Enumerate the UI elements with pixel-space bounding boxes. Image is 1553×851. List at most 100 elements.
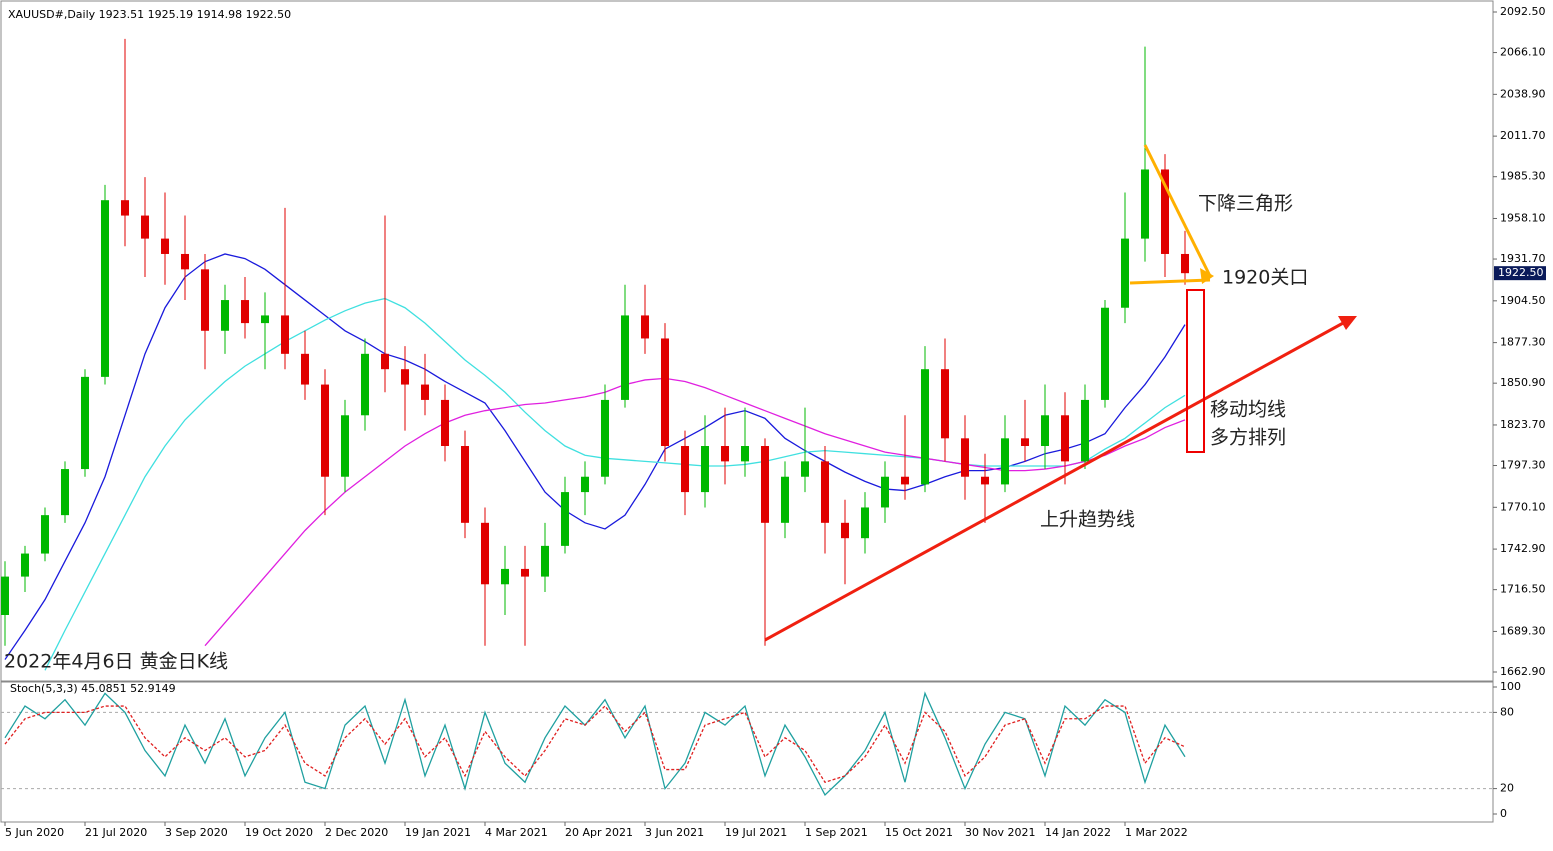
x-tick-label: 19 Oct 2020 — [245, 826, 313, 839]
candle-body — [1, 576, 9, 616]
y-tick-label: 20 — [1500, 782, 1514, 795]
candle-body — [761, 446, 769, 523]
x-tick-label: 20 Apr 2021 — [565, 826, 633, 839]
candle-body — [961, 438, 969, 477]
candle-body — [1081, 399, 1089, 462]
main-frame — [0, 0, 1494, 682]
y-tick-label: 1931.70 — [1500, 252, 1546, 265]
y-tick-label: 80 — [1500, 705, 1514, 718]
price-label: 1922.50 — [1498, 266, 1544, 279]
candle-body — [41, 515, 49, 554]
candle-body — [981, 476, 989, 485]
candle-body — [21, 553, 29, 577]
ma-box — [1186, 289, 1205, 453]
x-tick-label: 14 Jan 2022 — [1045, 826, 1111, 839]
candle-body — [501, 568, 509, 585]
candle-body — [621, 315, 629, 400]
candle-body — [421, 384, 429, 400]
y-tick-label: 1716.50 — [1500, 583, 1546, 596]
candle-body — [81, 376, 89, 470]
candle-body — [861, 507, 869, 539]
line-series — [44, 297, 1186, 671]
candle-body — [181, 253, 189, 270]
candle-body — [941, 369, 949, 439]
candle-body — [1021, 438, 1029, 447]
annotation: 下降三角形 — [1198, 193, 1293, 215]
candle-body — [841, 522, 849, 539]
candle-body — [881, 476, 889, 508]
candle-body — [221, 300, 229, 331]
candle-body — [341, 415, 349, 477]
candle-body — [1121, 238, 1129, 308]
candle-body — [161, 238, 169, 254]
candle-body — [1001, 438, 1009, 485]
y-tick-label: 1985.30 — [1500, 170, 1546, 183]
x-tick-label: 1 Sep 2021 — [805, 826, 868, 839]
stoch-frame — [0, 681, 1494, 823]
y-tick-label: 1904.50 — [1500, 294, 1546, 307]
candle-body — [921, 369, 929, 485]
y-tick-label: 1877.30 — [1500, 336, 1546, 349]
y-tick-label: 2092.50 — [1500, 5, 1546, 18]
y-tick-label: 0 — [1500, 807, 1507, 820]
line-series — [4, 705, 1186, 784]
x-tick-label: 1 Mar 2022 — [1125, 826, 1188, 839]
line-series — [4, 691, 1186, 797]
x-tick-label: 21 Jul 2020 — [85, 826, 147, 839]
candle-body — [381, 353, 389, 370]
candle-body — [301, 353, 309, 385]
candle-body — [541, 545, 549, 577]
candle-body — [741, 446, 749, 462]
candle-body — [661, 338, 669, 447]
x-tick-label: 30 Nov 2021 — [965, 826, 1035, 839]
y-tick-label: 1689.30 — [1500, 624, 1546, 637]
x-tick-label: 5 Jun 2020 — [5, 826, 64, 839]
x-tick-label: 3 Jun 2021 — [645, 826, 704, 839]
candle-body — [781, 476, 789, 523]
candle-body — [1161, 169, 1169, 254]
line-series — [4, 253, 1186, 660]
triangle-lower — [1129, 278, 1211, 285]
triangle-upper — [1143, 144, 1212, 277]
y-tick-label: 2066.10 — [1500, 46, 1546, 59]
candle-body — [361, 353, 369, 416]
header: XAUUSD#,Daily 1923.51 1925.19 1914.98 19… — [8, 8, 291, 21]
trend-arrow — [1338, 316, 1357, 330]
x-tick-label: 4 Mar 2021 — [485, 826, 548, 839]
candle-body — [601, 399, 609, 477]
y-tick-label: 2011.70 — [1500, 129, 1546, 142]
x-tick-label: 19 Jan 2021 — [405, 826, 471, 839]
y-tick-label: 1850.90 — [1500, 376, 1546, 389]
candle-body — [641, 315, 649, 339]
y-tick-label: 2038.90 — [1500, 87, 1546, 100]
candle-body — [701, 446, 709, 493]
plot: 1662.90 1689.30 1716.50 1742.90 1770.10 1797.… — [1, 5, 1546, 839]
y-tick-label: 1662.90 — [1500, 665, 1546, 678]
annotation: 上升趋势线 — [1040, 509, 1135, 531]
candle-body — [821, 461, 829, 523]
candle-body — [1141, 169, 1149, 239]
stoch-title: Stoch(5,3,3) 45.0851 52.9149 — [10, 682, 176, 695]
trend-line — [764, 320, 1346, 642]
caption: 2022年4月6日 黄金日K线 — [4, 651, 228, 673]
y-tick-label: 1742.90 — [1500, 542, 1546, 555]
candle-body — [721, 446, 729, 462]
candle-body — [581, 476, 589, 493]
candle-body — [901, 476, 909, 485]
candle-body — [281, 315, 289, 354]
triangle-arrow — [1200, 268, 1214, 284]
y-tick-label: 100 — [1500, 680, 1521, 693]
candle-body — [321, 384, 329, 477]
candle-body — [441, 399, 449, 447]
y-tick-label: 1958.10 — [1500, 211, 1546, 224]
candle-body — [1061, 415, 1069, 462]
y-tick-label: 1823.70 — [1500, 418, 1546, 431]
candle-body — [481, 522, 489, 585]
candle-body — [101, 200, 109, 377]
x-tick-label: 19 Jul 2021 — [725, 826, 787, 839]
annotation: 1920关口 — [1222, 267, 1308, 289]
candle-body — [121, 200, 129, 216]
candle-body — [401, 369, 409, 385]
